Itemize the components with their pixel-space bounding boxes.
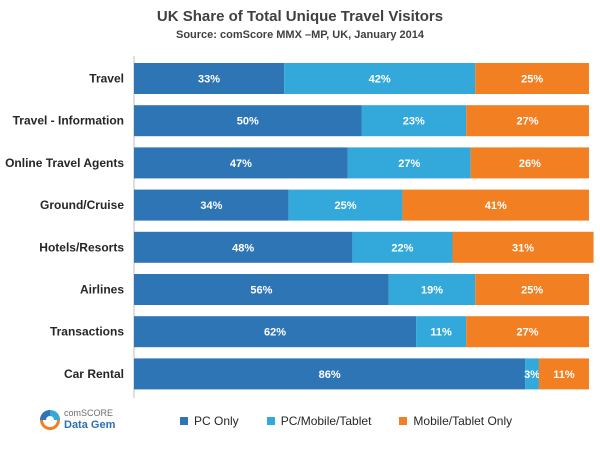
comscore-logo: comSCORE Data Gem bbox=[38, 406, 148, 446]
legend-swatch bbox=[399, 417, 408, 425]
category-label: Transactions bbox=[50, 325, 124, 339]
data-label: 41% bbox=[485, 200, 507, 212]
bar-segment bbox=[134, 63, 285, 94]
legend-label: PC/Mobile/Tablet bbox=[280, 414, 372, 428]
data-label: 27% bbox=[398, 158, 420, 170]
data-label: 31% bbox=[512, 242, 534, 254]
logo-brand: comSCORE bbox=[64, 408, 114, 418]
legend-swatch bbox=[180, 417, 188, 425]
data-label: 48% bbox=[232, 242, 254, 254]
category-label: Ground/Cruise bbox=[40, 198, 124, 212]
chart-legend: PC Only PC/Mobile/Tablet Mobile/Tablet Onl… bbox=[180, 414, 512, 428]
data-label: 42% bbox=[369, 74, 391, 86]
bar-segment bbox=[134, 231, 353, 263]
data-label: 56% bbox=[250, 285, 272, 297]
bar-segment bbox=[134, 358, 526, 390]
category-label: Travel bbox=[89, 72, 124, 86]
bar-segment bbox=[134, 147, 348, 179]
data-label: 62% bbox=[264, 327, 286, 339]
legend-label: PC Only bbox=[194, 414, 239, 428]
data-label: 25% bbox=[521, 74, 543, 86]
bar-segment bbox=[352, 231, 453, 263]
chart-subtitle: Source: comScore MMX –MP, UK, January 20… bbox=[175, 29, 424, 41]
chart-title: UK Share of Total Unique Travel Visitors bbox=[156, 8, 444, 25]
bar-segment bbox=[475, 274, 589, 305]
legend-swatch bbox=[266, 417, 275, 425]
bar-segment bbox=[288, 189, 403, 221]
data-label: 22% bbox=[391, 242, 413, 254]
bar-segment bbox=[475, 63, 589, 94]
data-label: 25% bbox=[335, 200, 357, 212]
bar-segment bbox=[284, 63, 476, 94]
legend-item: Mobile/Tablet Only bbox=[399, 414, 512, 428]
bar-segment bbox=[134, 105, 362, 137]
data-label: 26% bbox=[519, 158, 541, 170]
bar-segment bbox=[466, 105, 589, 137]
category-label: Travel - Information bbox=[13, 114, 124, 128]
category-label: Airlines bbox=[80, 283, 124, 297]
data-label: 25% bbox=[521, 285, 543, 297]
bar-segment bbox=[470, 147, 589, 179]
bar-segment bbox=[134, 189, 289, 221]
category-label: Online Travel Agents bbox=[5, 156, 124, 170]
data-label: 23% bbox=[403, 116, 425, 128]
bar-segment bbox=[134, 316, 417, 348]
bar-segment bbox=[416, 316, 467, 348]
bar-segment bbox=[134, 274, 389, 305]
bar-segment bbox=[466, 316, 589, 348]
logo-product: Data Gem bbox=[64, 419, 116, 431]
data-label: 19% bbox=[421, 285, 443, 297]
bar-segment bbox=[402, 189, 589, 221]
legend-item: PC Only bbox=[180, 414, 239, 428]
comscore-logo-icon bbox=[40, 410, 60, 430]
data-label: 34% bbox=[200, 200, 222, 212]
data-label: 33% bbox=[198, 74, 220, 86]
legend-item: PC/Mobile/Tablet bbox=[266, 414, 372, 428]
data-label: 3% bbox=[524, 369, 540, 381]
bar-segment bbox=[525, 358, 539, 390]
bar-segment bbox=[347, 147, 471, 179]
bar-segment bbox=[538, 358, 589, 390]
category-label: Car Rental bbox=[64, 367, 124, 381]
data-label: 11% bbox=[430, 327, 452, 339]
bar-segment bbox=[361, 105, 467, 137]
data-label: 50% bbox=[237, 116, 259, 128]
bar-segment bbox=[452, 231, 594, 263]
data-label: 47% bbox=[230, 158, 252, 170]
bar-segment bbox=[388, 274, 476, 305]
data-label: 27% bbox=[517, 327, 539, 339]
legend-label: Mobile/Tablet Only bbox=[413, 414, 513, 428]
data-label: 86% bbox=[319, 369, 341, 381]
data-label: 11% bbox=[553, 369, 575, 381]
data-label: 27% bbox=[517, 116, 539, 128]
category-label: Hotels/Resorts bbox=[39, 240, 124, 254]
